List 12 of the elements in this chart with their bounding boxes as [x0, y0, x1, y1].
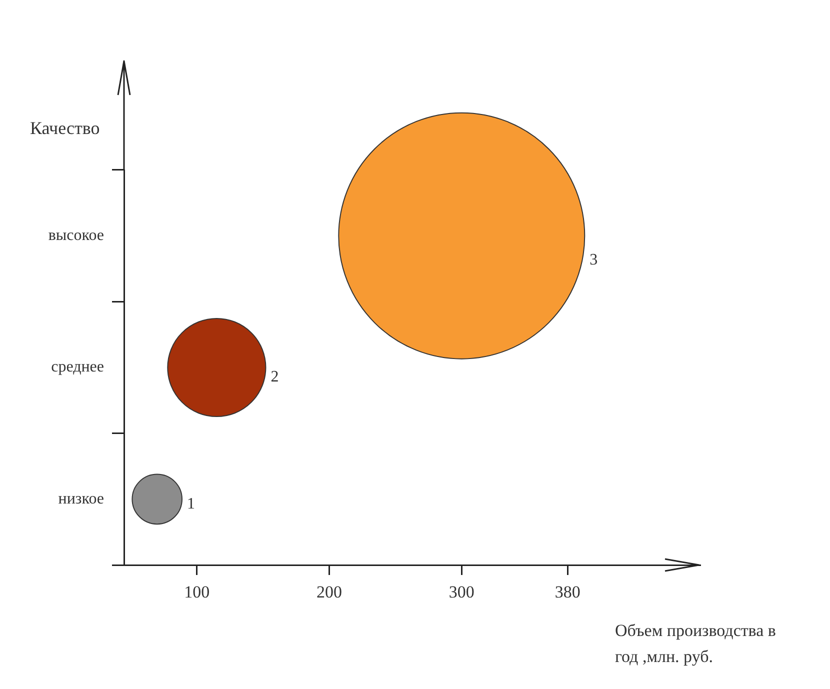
series-label: 2 — [270, 368, 279, 386]
y-axis-title: Качество — [30, 118, 100, 139]
y-tick-label: низкое — [58, 490, 104, 508]
x-tick-label: 380 — [554, 582, 580, 602]
x-tick-label: 300 — [448, 582, 474, 602]
x-tick-label: 100 — [184, 582, 210, 602]
x-tick-label: 200 — [316, 582, 342, 602]
y-tick-label: среднее — [51, 358, 104, 376]
y-tick-label: высокое — [48, 227, 104, 244]
series-label: 1 — [187, 495, 196, 512]
series-label: 3 — [590, 252, 598, 269]
x-axis-title: Объем производства в год ,млн. руб. — [615, 620, 777, 668]
